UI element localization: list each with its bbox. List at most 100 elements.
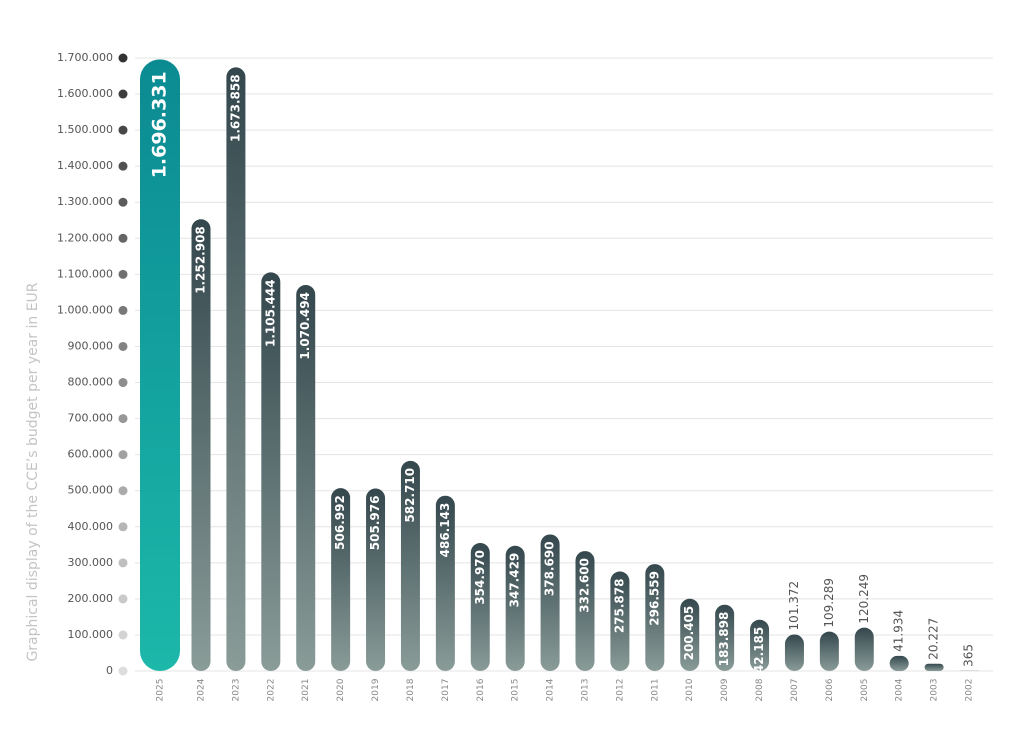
bar (645, 564, 665, 671)
value-label: 582.710 (403, 468, 417, 523)
bar (715, 604, 735, 671)
y-tick-dot (118, 269, 128, 279)
x-tick-label: 2025 (156, 679, 166, 702)
y-tick-dot (118, 378, 128, 388)
value-label: 41.934 (892, 610, 906, 652)
y-tick-dot (118, 161, 128, 171)
y-tick-label: 200.000 (68, 592, 114, 605)
bar (610, 571, 630, 671)
y-tick-dot (118, 125, 128, 135)
x-tick-label: 2021 (301, 679, 311, 702)
y-tick-dot (118, 630, 128, 640)
value-label: 506.992 (333, 495, 347, 550)
y-tick-label: 600.000 (68, 448, 114, 461)
y-tick-label: 1.700.000 (57, 51, 113, 64)
y-tick-label: 1.300.000 (57, 195, 113, 208)
bar (400, 460, 420, 671)
bar (680, 598, 700, 671)
value-label: 1.070.494 (298, 292, 312, 360)
bar (470, 543, 490, 671)
bar (331, 488, 351, 671)
y-tick-dot (118, 197, 128, 207)
y-tick-label: 1.100.000 (57, 267, 113, 280)
y-tick-dot (118, 558, 128, 568)
y-tick-dot (118, 341, 128, 351)
y-tick-label: 0 (106, 664, 113, 677)
bar (784, 634, 804, 671)
y-tick-label: 700.000 (68, 412, 114, 425)
y-tick-label: 1.200.000 (57, 231, 113, 244)
bar (366, 488, 386, 671)
y-tick-label: 500.000 (68, 484, 114, 497)
value-label: 142.185 (752, 627, 766, 682)
bar (191, 219, 211, 671)
value-label: 120.249 (857, 574, 871, 624)
x-tick-label: 2013 (581, 679, 591, 702)
value-label: 1.105.444 (263, 279, 277, 347)
value-label: 109.289 (822, 578, 836, 628)
bar (575, 551, 595, 671)
y-tick-dot (118, 666, 128, 676)
x-tick-label: 2002 (965, 679, 975, 702)
y-tick-dot (118, 486, 128, 496)
x-tick-label: 2015 (511, 679, 521, 702)
y-tick-label: 900.000 (68, 339, 114, 352)
y-axis-title: Graphical display of the CCE’s budget pe… (25, 282, 41, 661)
bar (750, 619, 770, 671)
value-label: 347.429 (508, 553, 522, 608)
x-tick-label: 2010 (685, 678, 695, 701)
bar (296, 284, 316, 671)
x-tick-label: 2014 (546, 678, 556, 701)
bar (889, 655, 909, 671)
y-tick-dot (118, 53, 128, 63)
y-tick-dot (118, 522, 128, 532)
bar (924, 663, 944, 671)
x-tick-label: 2006 (825, 678, 835, 701)
x-tick-label: 2017 (441, 679, 451, 702)
y-tick-label: 400.000 (68, 520, 114, 533)
bar (140, 59, 180, 671)
x-tick-label: 2011 (650, 679, 660, 702)
bar (505, 545, 525, 671)
value-label: 365 (962, 644, 976, 667)
value-label: 1.252.908 (194, 226, 208, 294)
x-tick-label: 2004 (895, 678, 905, 701)
y-tick-dot (118, 233, 128, 243)
bar (540, 534, 560, 671)
x-tick-label: 2024 (197, 678, 207, 701)
bar (226, 67, 246, 671)
x-tick-label: 2016 (476, 678, 486, 701)
value-label: 378.690 (543, 541, 557, 596)
value-label: 101.372 (787, 581, 801, 631)
x-tick-label: 2018 (406, 678, 416, 701)
value-label: 1.696.331 (149, 71, 171, 178)
value-label: 20.227 (927, 618, 941, 660)
y-tick-label: 1.400.000 (57, 159, 113, 172)
y-tick-dot (118, 450, 128, 460)
bar (261, 272, 281, 671)
x-tick-label: 2005 (860, 679, 870, 702)
x-tick-label: 2020 (336, 678, 346, 701)
y-tick-label: 100.000 (68, 628, 114, 641)
y-tick-label: 1.500.000 (57, 123, 113, 136)
y-tick-dot (118, 305, 128, 315)
value-label: 505.976 (368, 496, 382, 551)
value-label: 354.970 (473, 550, 487, 605)
bar (819, 631, 839, 671)
bar (854, 627, 874, 671)
y-tick-dot (118, 89, 128, 99)
value-label: 332.600 (578, 558, 592, 613)
y-tick-label: 1.600.000 (57, 87, 113, 100)
x-tick-label: 2023 (231, 679, 241, 702)
value-label: 296.559 (647, 571, 661, 626)
y-tick-label: 300.000 (68, 556, 114, 569)
value-label: 486.143 (438, 503, 452, 558)
x-tick-label: 2003 (930, 679, 940, 702)
value-label: 1.673.858 (228, 74, 242, 142)
x-tick-label: 2012 (615, 679, 625, 702)
x-tick-label: 2009 (720, 678, 730, 701)
bar (435, 495, 455, 671)
value-label: 183.898 (717, 612, 731, 667)
x-tick-label: 2019 (371, 678, 381, 701)
